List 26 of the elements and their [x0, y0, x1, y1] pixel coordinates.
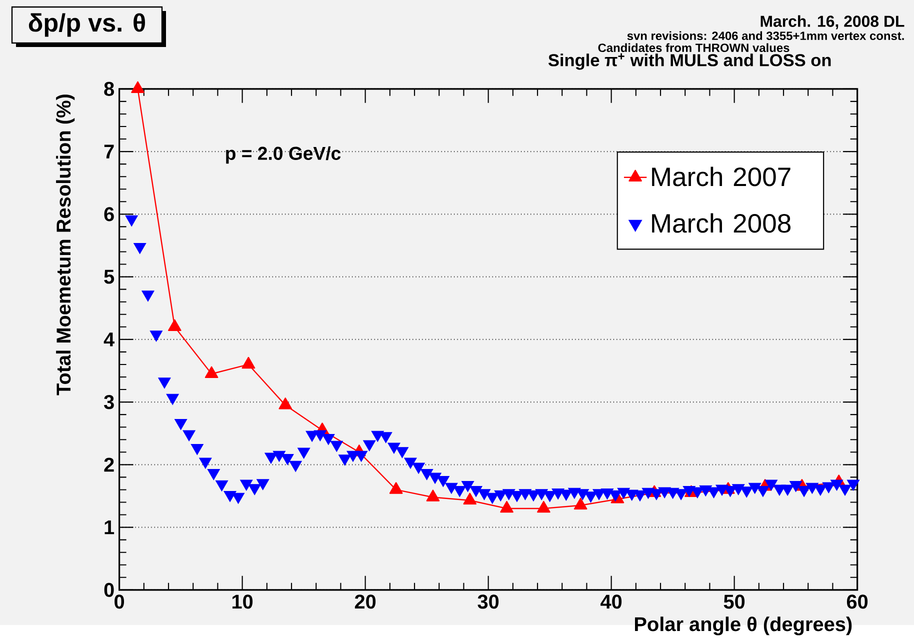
legend-label: March 2007 — [652, 166, 790, 186]
y-tick-label: 6 — [104, 207, 114, 222]
y-axis-title: Total Moemetum Resolution (%) — [56, 94, 75, 396]
legend-label: March 2008 — [652, 213, 790, 233]
x-tick-label: 40 — [600, 594, 622, 609]
y-tick-label: 4 — [104, 332, 115, 346]
y-tick-label: 5 — [104, 270, 114, 284]
x-tick-label: 0 — [114, 594, 124, 609]
text: svn revisions: 2406 and 3355+1mm vertex const. — [627, 31, 904, 40]
x-tick-label: 50 — [724, 594, 745, 609]
chart-subtitle: Single π$^{+}$ with MULS and LOSS on — [548, 53, 831, 70]
text: March. 16, 2008 DL — [760, 15, 904, 30]
x-tick-label: 20 — [354, 594, 376, 609]
y-tick-label: 0 — [104, 583, 114, 598]
y-tick-label: 3 — [104, 395, 114, 410]
y-tick-label: 2 — [104, 458, 114, 472]
chart-title: δp/p vs. θ — [28, 13, 145, 37]
x-tick-label: 30 — [478, 594, 499, 609]
x-tick-label: 60 — [846, 594, 868, 609]
annotation: p = 2.0 GeV/c — [226, 146, 341, 164]
x-tick-label: 10 — [232, 594, 253, 609]
text: Candidates from THROWN values — [598, 43, 790, 52]
y-tick-label: 1 — [104, 520, 114, 534]
y-tick-label: 8 — [104, 82, 114, 96]
y-tick-label: 7 — [104, 144, 114, 159]
x-axis-title: Polar angle θ (degrees) — [635, 616, 852, 636]
